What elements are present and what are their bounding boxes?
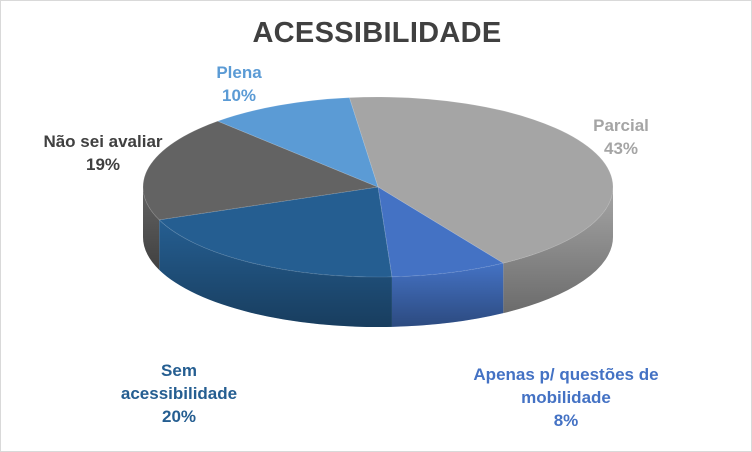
pie-slice-apenas-p-questoes-de-mobilidade — [377, 186, 505, 278]
pie-slice-parcial — [348, 96, 614, 264]
pie-side-apenas-p-questoes-de-mobilidade — [391, 263, 504, 327]
slice-label-sem-acessibilidade: Sem acessibilidade 20% — [120, 361, 238, 426]
chart-title: ACESSIBILIDADE — [252, 17, 502, 49]
pie-side-sem-acessibilidade — [159, 219, 392, 327]
pie-side-nao-sei-avaliar — [143, 187, 160, 270]
pie-slice-nao-sei-avaliar — [142, 120, 380, 221]
slice-label-parcial: Parcial 43% — [593, 116, 649, 158]
pie-slice-sem-acessibilidade — [158, 186, 393, 278]
slice-label-plena: Plena 10% — [216, 63, 262, 105]
slice-label-nao-sei-avaliar: Não sei avaliar 19% — [43, 132, 163, 174]
slice-label-apenas-mobilidade: Apenas p/ questões de mobilidade 8% — [473, 365, 659, 430]
pie-side-parcial — [503, 187, 613, 314]
pie-slice-plena — [216, 97, 379, 188]
